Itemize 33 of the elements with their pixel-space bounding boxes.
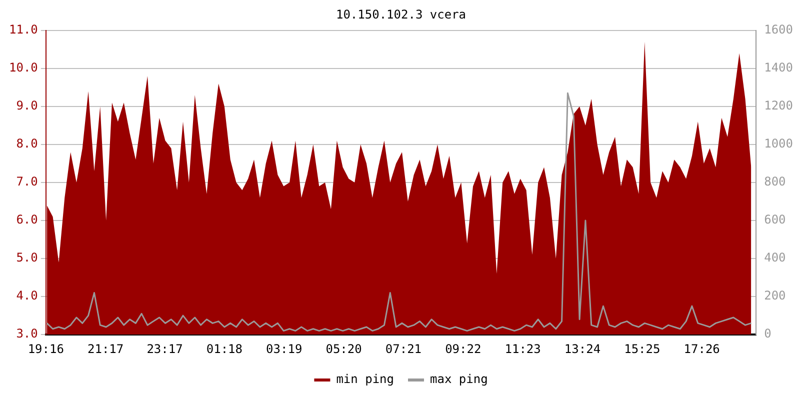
x-tick-label: 23:17 xyxy=(146,342,183,356)
y-tick-label: 3.0 xyxy=(16,326,38,341)
x-tick-label: 05:20 xyxy=(326,342,362,356)
y2-tick-label: 800 xyxy=(764,174,786,189)
y-tick-label: 8.0 xyxy=(16,136,38,151)
y2-tick-label: 0 xyxy=(764,326,772,341)
x-tick-label: 09:22 xyxy=(445,342,482,356)
x-tick-label: 19:16 xyxy=(28,342,64,356)
y2-tick-label: 200 xyxy=(764,288,786,303)
y-tick-label: 9.0 xyxy=(16,98,38,113)
y-tick-label: 6.0 xyxy=(16,212,38,227)
x-tick-label: 21:17 xyxy=(88,342,124,356)
y-tick-label: 11.0 xyxy=(8,22,38,37)
x-tick-label: 13:24 xyxy=(564,342,601,356)
x-tick-label: 15:25 xyxy=(624,342,660,356)
y-tick-label: 10.0 xyxy=(8,60,38,75)
chart-title: 10.150.102.3 vcera xyxy=(336,7,466,22)
x-tick-label: 17:26 xyxy=(684,342,720,356)
legend-label: min ping xyxy=(336,372,394,386)
y-tick-label: 7.0 xyxy=(16,174,38,189)
y-tick-label: 5.0 xyxy=(16,250,38,265)
y2-tick-label: 600 xyxy=(764,212,786,227)
x-tick-label: 11:23 xyxy=(504,342,541,356)
x-tick-label: 07:21 xyxy=(385,342,422,356)
y2-tick-label: 1400 xyxy=(764,60,794,75)
y2-tick-label: 1600 xyxy=(764,22,794,37)
x-tick-label: 03:19 xyxy=(266,342,302,356)
legend-label: max ping xyxy=(430,372,488,386)
x-tick-label: 01:18 xyxy=(206,342,242,356)
y2-tick-label: 1000 xyxy=(764,136,794,151)
y-tick-label: 4.0 xyxy=(16,288,38,303)
y2-tick-label: 1200 xyxy=(764,98,794,113)
y2-tick-label: 400 xyxy=(764,250,786,265)
